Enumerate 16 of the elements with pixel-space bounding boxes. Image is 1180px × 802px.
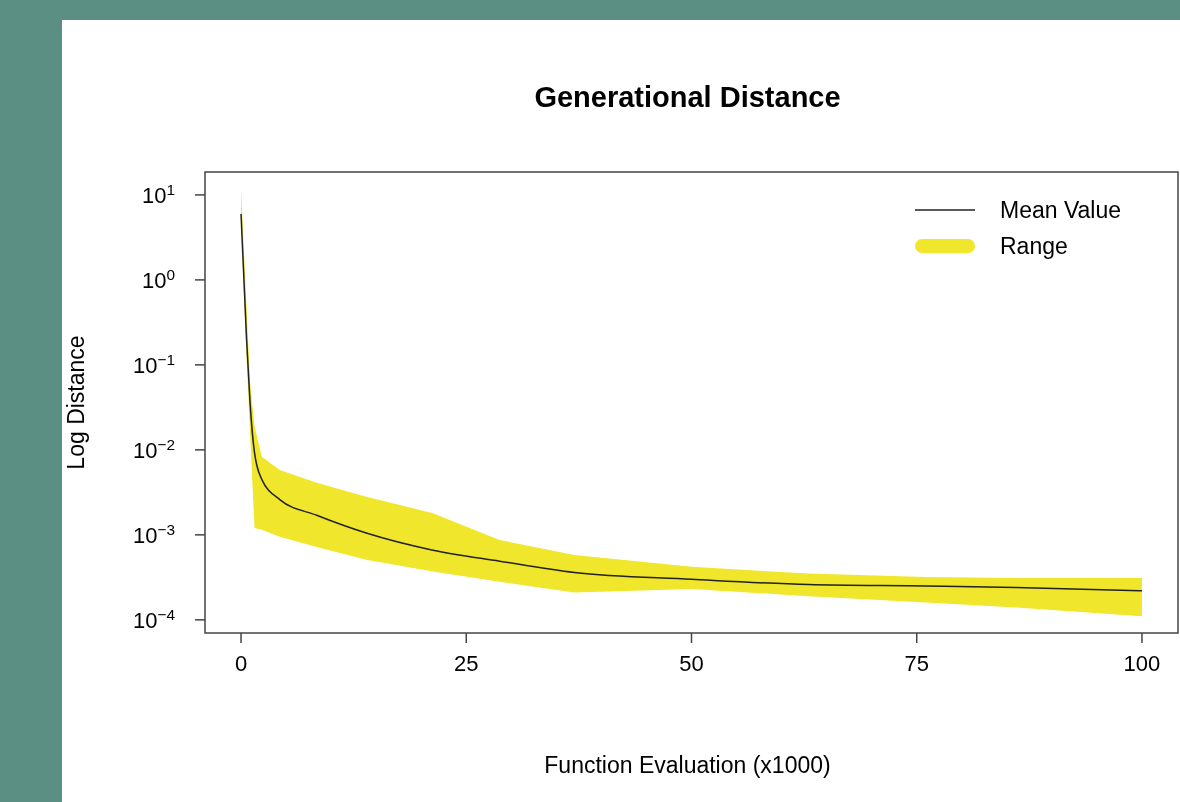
x-tick-label: 25: [454, 651, 479, 676]
x-tick-label: 0: [234, 651, 248, 676]
y-tick-label: 10$^{1}$: [141, 180, 175, 208]
y-axis-title: Log Distance: [63, 335, 89, 470]
y-tick-label: 10$^{−4}$: [132, 605, 176, 633]
chart-title: Generational Distance: [534, 81, 841, 113]
y-tick-label: 10$^{−3}$: [132, 520, 175, 548]
x-tick-label: 50: [679, 651, 704, 676]
legend-label: Range: [1000, 233, 1068, 259]
x-tick-label: 75: [904, 651, 929, 676]
x-axis-title: Function Evaluation (x1000): [544, 752, 831, 778]
y-tick-label: 10$^{−2}$: [132, 435, 175, 463]
y-tick-label: 10$^{0}$: [141, 265, 175, 293]
legend-label: Mean Value: [1000, 197, 1122, 223]
y-tick-label: 10$^{−1}$: [132, 350, 175, 378]
x-tick-label: 100: [1123, 651, 1161, 676]
